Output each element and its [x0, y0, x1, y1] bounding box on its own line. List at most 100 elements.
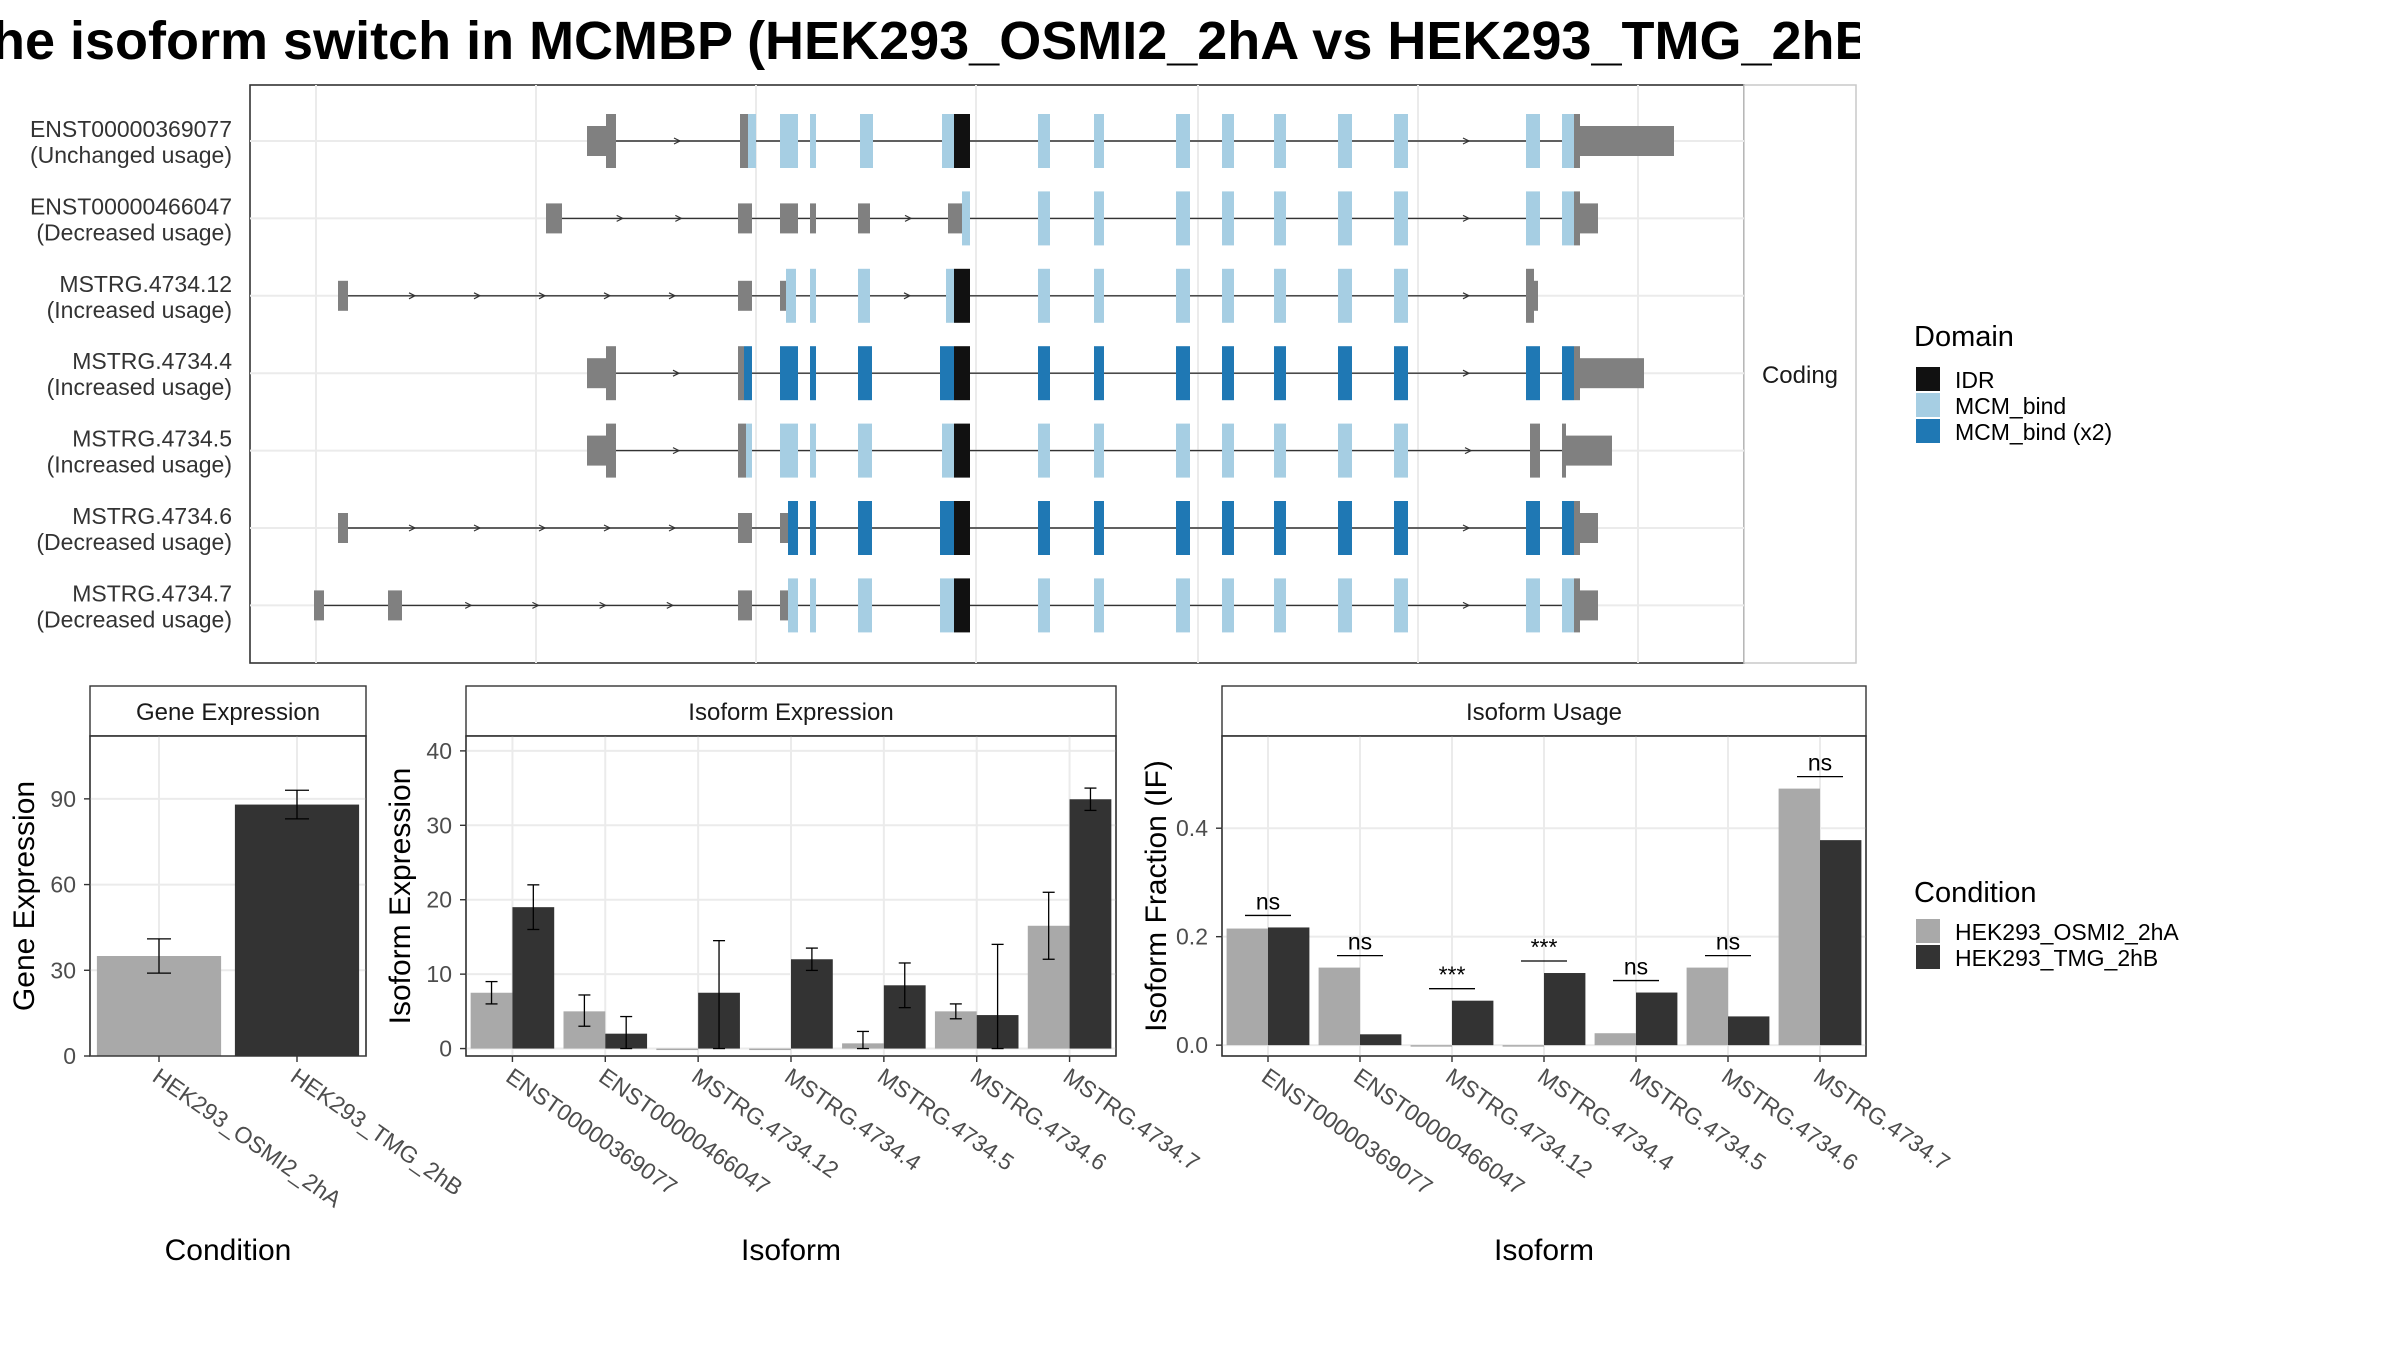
intron-arrow: [1462, 137, 1471, 145]
isoform-usage-significance-label: ns: [1716, 929, 1740, 955]
intron-arrow: [668, 524, 677, 532]
isoform-expression-x-tick-label: ENST00000466047: [594, 1063, 774, 1200]
intron-arrow: [1462, 601, 1471, 609]
intron-arrow: [1462, 524, 1471, 532]
exon-block: [587, 435, 606, 466]
intron-arrow: [616, 214, 625, 222]
isoform-usage-y-tick-label: 0.0: [1176, 1032, 1208, 1058]
exon-block: [1274, 268, 1286, 323]
isoform-usage-bar: [1410, 1045, 1452, 1047]
exon-block: [1394, 501, 1408, 555]
isoform-label-id: MSTRG.4734.6: [72, 503, 232, 529]
isoform-label-usage: (Decreased usage): [36, 219, 232, 245]
intron-arrow: [408, 524, 417, 532]
exon-block: [780, 280, 786, 311]
exon-block: [858, 203, 870, 234]
exon-block: [1176, 578, 1190, 633]
isoform-label-id: MSTRG.4734.12: [59, 271, 232, 297]
intron-arrow: [666, 601, 675, 609]
intron-arrow: [672, 369, 681, 377]
exon-block: [587, 126, 606, 156]
exon-block: [546, 203, 562, 234]
exon-block: [1038, 268, 1050, 323]
exon-block: [738, 423, 746, 478]
exon-block: [1222, 578, 1234, 633]
exon-block: [1530, 423, 1540, 478]
isoform-usage-bar: [1686, 967, 1728, 1046]
exon-block: [1526, 578, 1540, 633]
exon-block: [1580, 358, 1644, 389]
condition-legend-swatch: [1916, 945, 1940, 969]
exon-block: [780, 346, 798, 401]
condition-legend-label: HEK293_TMG_2hB: [1955, 945, 2158, 971]
exon-block: [1176, 191, 1190, 246]
isoform-expression-y-tick-label: 0: [439, 1036, 452, 1062]
exon-block: [954, 423, 970, 478]
isoform-label-id: ENST00000466047: [30, 193, 232, 219]
intron-arrow: [1462, 214, 1471, 222]
exon-block: [744, 346, 752, 401]
exon-block: [810, 578, 816, 633]
exon-block: [746, 423, 752, 478]
exon-block: [1038, 578, 1050, 633]
condition-legend-swatch: [1916, 919, 1940, 943]
exon-block: [1580, 203, 1598, 234]
exon-block: [810, 346, 816, 401]
exon-block: [1394, 191, 1408, 246]
exon-block: [1094, 114, 1104, 168]
gene-expression-y-tick-label: 60: [50, 872, 76, 898]
structure-strip-label: Coding: [1762, 362, 1838, 389]
isoform-usage-significance-label: ns: [1348, 929, 1372, 955]
exon-block: [1094, 423, 1104, 478]
intron-arrow: [903, 292, 912, 300]
exon-block: [810, 268, 816, 323]
exon-block: [1038, 191, 1050, 246]
exon-block: [954, 501, 970, 555]
gene-expression-y-tick-label: 30: [50, 957, 76, 983]
isoform-usage-bar: [1594, 1033, 1636, 1046]
exon-block: [810, 114, 816, 168]
isoform-usage-bar: [1728, 1016, 1770, 1046]
intron-arrow: [904, 214, 913, 222]
isoform-usage-significance-label: ns: [1808, 750, 1832, 776]
exon-block: [780, 203, 798, 234]
intron-arrow: [673, 137, 682, 145]
exon-block: [1574, 191, 1580, 246]
title-clip: he isoform switch in MCMBP (HEK293_OSMI2…: [0, 0, 1860, 80]
exon-block: [1562, 114, 1574, 168]
exon-block: [1338, 268, 1352, 323]
exon-block: [780, 423, 798, 478]
isoform-usage-bar: [1636, 992, 1678, 1046]
exon-block: [786, 268, 796, 323]
isoform-usage-bar: [1226, 928, 1268, 1046]
exon-block: [738, 513, 752, 543]
isoform-usage-strip-title: Isoform Usage: [1466, 699, 1622, 726]
exon-block: [1338, 423, 1352, 478]
exon-block: [1526, 191, 1540, 246]
exon-block: [1580, 126, 1674, 156]
isoform-usage-strip: [1221, 685, 1867, 737]
isoform-expression-strip: [465, 685, 1117, 737]
exon-block: [1176, 423, 1190, 478]
isoform-expression-strip-title: Isoform Expression: [688, 699, 893, 726]
isoform-usage-bar: [1820, 840, 1862, 1046]
exon-block: [1394, 268, 1408, 323]
isoform-expression-bar: [791, 959, 833, 1049]
exon-block: [606, 423, 616, 478]
isoform-label-id: MSTRG.4734.7: [72, 580, 232, 606]
exon-block: [1534, 280, 1538, 311]
exon-block: [858, 501, 872, 555]
isoform-usage-bar: [1502, 1045, 1544, 1047]
isoform-usage-bar: [1778, 788, 1820, 1046]
exon-block: [954, 578, 970, 633]
exon-block: [606, 114, 616, 168]
isoform-usage-bar: [1544, 973, 1586, 1046]
exon-block: [1566, 435, 1612, 466]
exon-block: [1274, 346, 1286, 401]
exon-block: [1574, 114, 1580, 168]
isoform-expression-y-axis-title: Isoform Expression: [384, 768, 417, 1025]
isoform-expression-y-tick-label: 20: [426, 887, 452, 913]
exon-block: [788, 578, 798, 633]
condition-legend-title: Condition: [1914, 877, 2037, 909]
isoform-expression-y-tick-label: 40: [426, 738, 452, 764]
